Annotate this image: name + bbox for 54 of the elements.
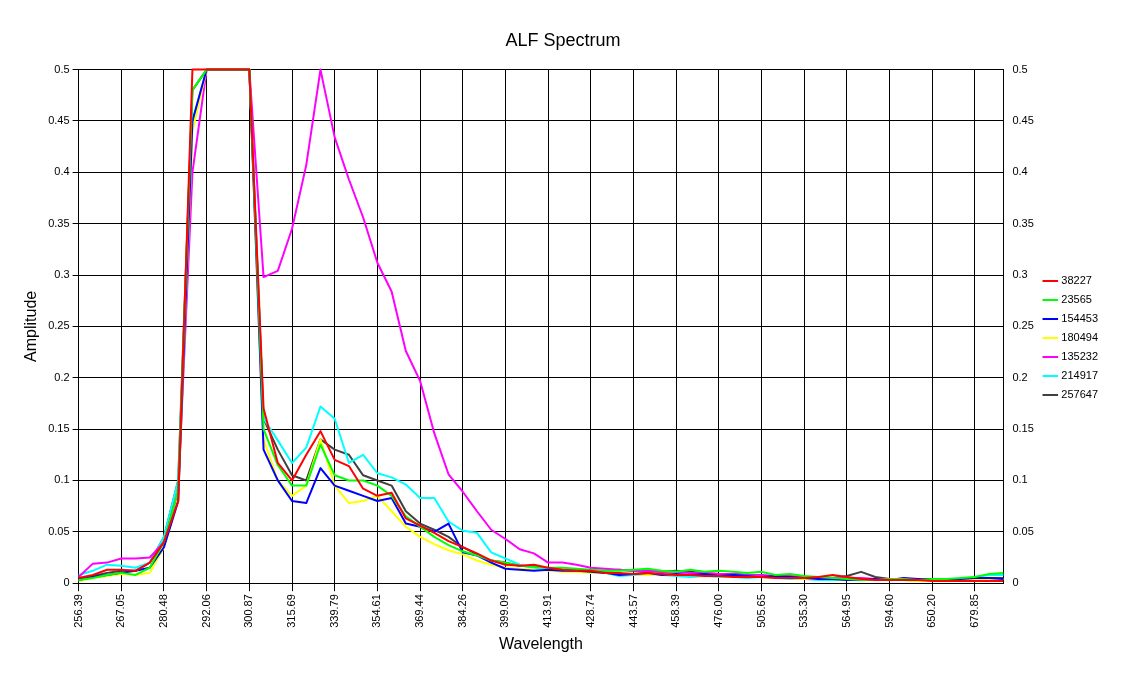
y-tick-label: 0.45 (48, 113, 70, 126)
x-tick-label: 505.65 (754, 594, 767, 628)
y2-tick-label: 0.35 (1012, 216, 1034, 229)
x-tick-label: 256.39 (71, 594, 84, 628)
y2-tick-label: 0.2 (1012, 370, 1028, 383)
y2-tick-label: 0.15 (1012, 422, 1034, 435)
x-tick-label: 354.61 (370, 594, 383, 628)
y-tick-label: 0.1 (54, 473, 70, 486)
x-tick-label: 594.60 (882, 594, 895, 628)
x-tick-label: 399.09 (498, 594, 511, 628)
x-tick-label: 292.06 (199, 594, 212, 628)
x-tick-label: 384.26 (455, 594, 468, 628)
y2-tick-label: 0.3 (1012, 268, 1028, 281)
x-tick-label: 443.57 (626, 594, 639, 628)
y-tick-label: 0.2 (54, 370, 70, 383)
x-tick-label: 315.69 (285, 594, 298, 628)
x-tick-label: 280.48 (157, 594, 169, 628)
y2-tick-label: 0 (1012, 576, 1019, 589)
x-axis-title: Wavelength (499, 634, 583, 652)
x-tick-label: 369.44 (413, 594, 426, 628)
y-tick-label: 0.5 (54, 62, 70, 75)
y2-tick-label: 0.05 (1012, 524, 1034, 537)
chart-title: ALF Spectrum (505, 29, 621, 50)
x-tick-label: 458.39 (669, 594, 682, 628)
y2-tick-label: 0.4 (1012, 165, 1028, 178)
x-tick-label: 300.87 (242, 594, 255, 628)
y2-tick-label: 0.5 (1012, 62, 1028, 75)
y-tick-label: 0.3 (54, 268, 70, 281)
y-tick-label: 0.35 (48, 216, 70, 229)
legend-label: 135232 (1061, 350, 1099, 363)
y-tick-label: 0.25 (48, 319, 70, 332)
y-tick-label: 0.05 (48, 524, 70, 537)
legend-label: 257647 (1061, 388, 1099, 401)
x-tick-label: 650.20 (925, 594, 938, 628)
x-tick-label: 679.85 (967, 594, 980, 628)
x-tick-label: 413.91 (541, 594, 554, 628)
y-axis-title: Amplitude (22, 290, 40, 362)
x-tick-label: 564.95 (839, 594, 852, 628)
x-tick-label: 267.05 (114, 594, 127, 628)
x-tick-label: 339.79 (327, 594, 340, 628)
y2-tick-label: 0.25 (1012, 319, 1034, 332)
legend-label: 23565 (1061, 293, 1092, 306)
y-tick-label: 0 (63, 576, 70, 589)
y-tick-label: 0.4 (54, 165, 70, 178)
y2-tick-label: 0.1 (1012, 473, 1028, 486)
y-tick-label: 0.15 (48, 422, 70, 435)
legend-label: 154453 (1061, 312, 1099, 325)
x-tick-label: 535.30 (797, 594, 810, 628)
x-tick-label: 476.00 (711, 594, 724, 628)
legend-label: 38227 (1061, 274, 1092, 287)
legend-label: 214917 (1061, 369, 1099, 382)
legend-label: 180494 (1061, 331, 1099, 344)
x-tick-label: 428.74 (583, 594, 596, 628)
y2-tick-label: 0.45 (1012, 113, 1034, 126)
